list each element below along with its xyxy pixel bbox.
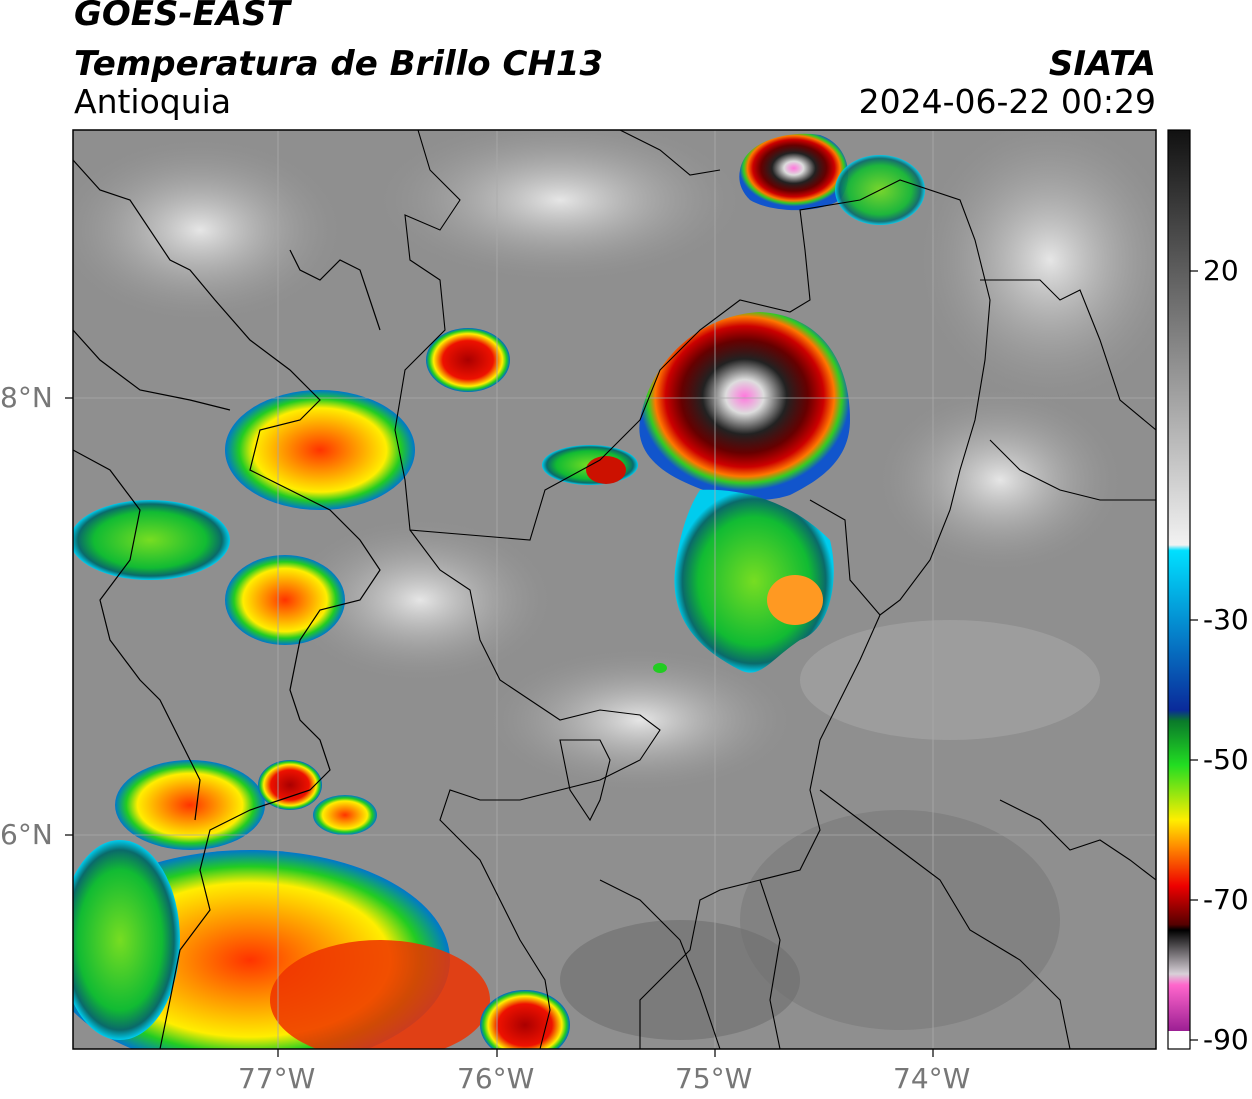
coastline <box>73 159 381 1049</box>
storm-core-north <box>739 133 849 211</box>
lon-tick-74w: 74°W <box>893 1062 971 1095</box>
lon-tick-75w: 75°W <box>675 1062 753 1095</box>
region-label: Antioquia <box>74 82 232 121</box>
lat-tick-8n: 8°N <box>0 381 53 414</box>
map-frame <box>72 129 1157 1050</box>
colorbar-label-m50: -50 <box>1203 743 1249 776</box>
colorbar-gradient <box>1168 130 1190 1040</box>
admin-boundaries <box>394 130 1156 1049</box>
source-label: SIATA <box>1048 44 1156 84</box>
colorbar-label-m90: -90 <box>1203 1023 1249 1056</box>
colorbar-label-20: 20 <box>1203 254 1239 287</box>
lat-tick-6n: 6°N <box>0 818 53 851</box>
storm-cell-west <box>225 390 415 510</box>
lon-tick-76w: 76°W <box>457 1062 535 1095</box>
colorbar-label-m30: -30 <box>1203 603 1249 636</box>
storm-tail-central <box>674 489 834 673</box>
storm-core-central <box>639 312 850 500</box>
colorbar <box>1168 130 1190 1049</box>
satellite-title: GOES-EAST <box>74 0 290 34</box>
map-imagery <box>73 130 1156 1049</box>
colorbar-under-swatch <box>1168 1031 1190 1049</box>
product-title: Temperatura de Brillo CH13 <box>74 44 604 84</box>
lon-tick-77w: 77°W <box>238 1062 316 1095</box>
colorbar-label-m70: -70 <box>1203 883 1249 916</box>
datetime-label: 2024-06-22 00:29 <box>858 82 1156 121</box>
graticule <box>73 130 1156 1049</box>
